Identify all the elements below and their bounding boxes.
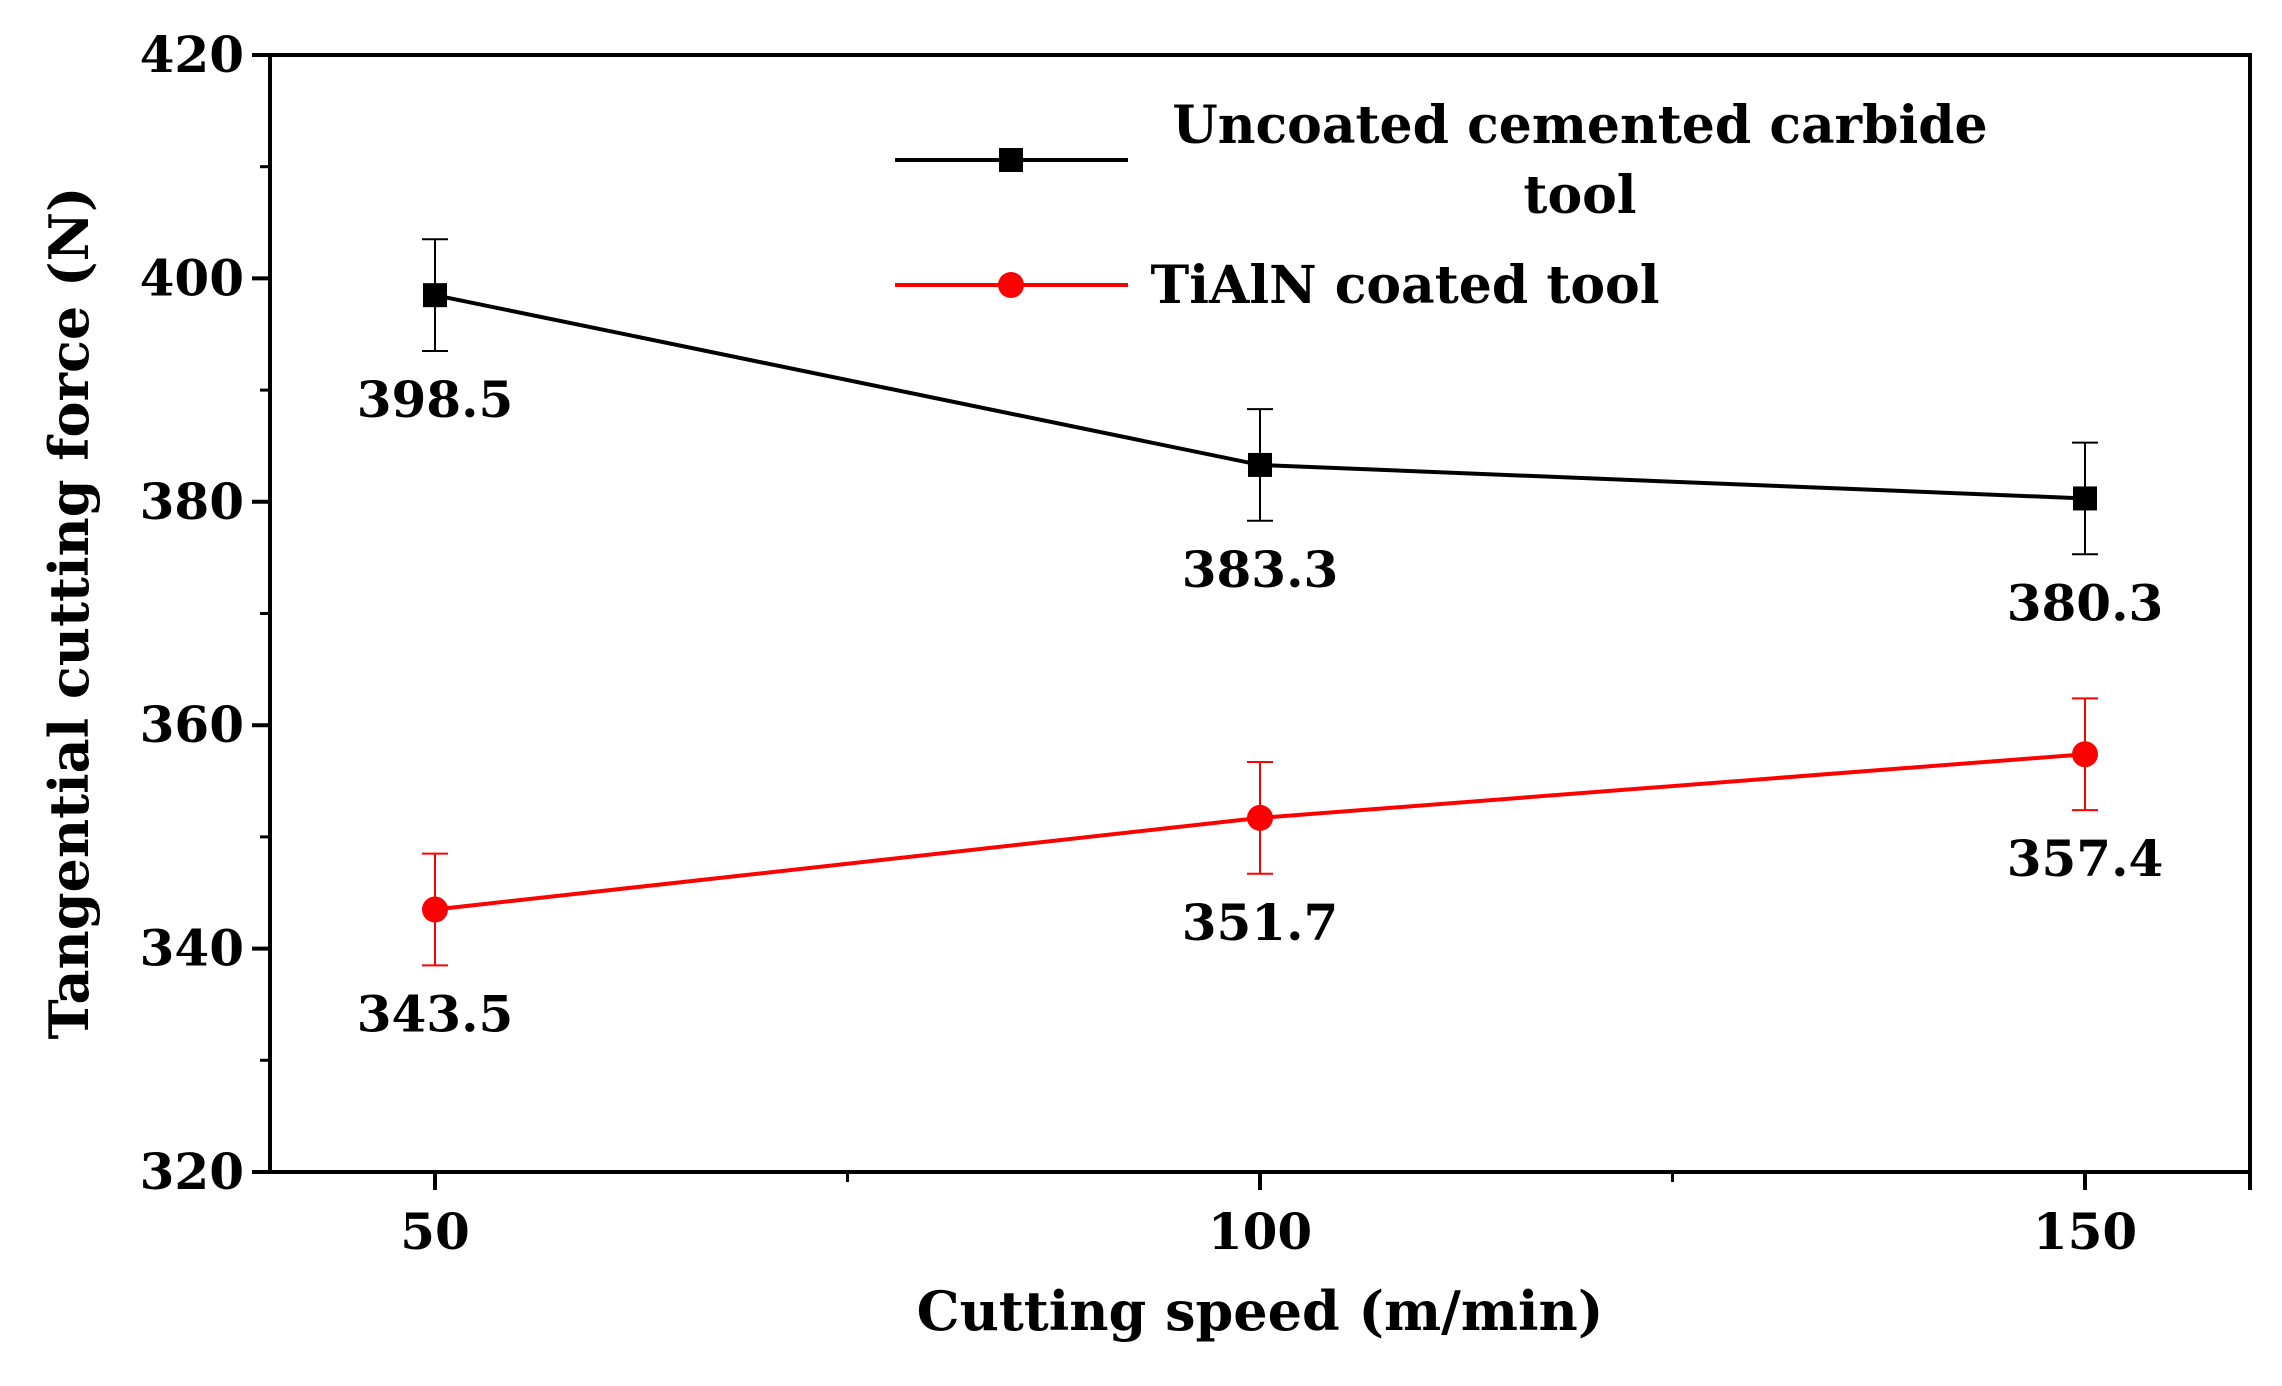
y-tick-label: 400	[140, 248, 244, 307]
series-1: 343.5 351.7 357.4	[357, 697, 2164, 1043]
x-tick-label: 50	[400, 1202, 470, 1261]
data-point-marker	[423, 283, 447, 308]
x-tick-label: 100	[1208, 1202, 1312, 1261]
legend-marker	[999, 148, 1023, 172]
series-0: 398.5 383.3 380.3	[357, 238, 2164, 632]
data-label: 357.4	[2007, 829, 2164, 888]
legend-marker	[998, 272, 1024, 298]
data-label: 398.5	[357, 370, 514, 429]
legend-item-1: TiAlN coated tool	[895, 255, 1659, 316]
y-tick-label: 340	[140, 919, 244, 978]
x-tick-label: 150	[2033, 1202, 2137, 1261]
data-label: 380.3	[2007, 573, 2164, 632]
legend-label: TiAlN coated tool	[1151, 255, 1660, 316]
y-tick-label: 360	[140, 695, 244, 754]
legend-item-0: Uncoated cemented carbide tool	[895, 95, 1988, 226]
plot-frame	[268, 53, 2252, 1174]
data-point-marker	[422, 896, 448, 923]
legend-label: Uncoated cemented carbide	[1172, 95, 1987, 156]
y-tick-label: 320	[140, 1142, 244, 1201]
legend-label: tool	[1523, 165, 1636, 226]
data-point-marker	[2072, 741, 2098, 768]
data-point-marker	[2073, 486, 2097, 511]
data-label: 383.3	[1182, 540, 1339, 599]
data-label: 351.7	[1182, 893, 1339, 952]
axes: 320 340 360 380 400 420 50 100 150	[140, 25, 2252, 1261]
y-tick-label: 420	[140, 25, 244, 84]
y-axis-title: Tangential cutting force (N)	[37, 187, 101, 1040]
x-axis-title: Cutting speed (m/min)	[917, 1279, 1604, 1343]
legend: Uncoated cemented carbide tool TiAlN coate…	[895, 95, 1988, 316]
data-label: 343.5	[357, 984, 514, 1043]
data-point-marker	[1247, 804, 1273, 831]
data-point-marker	[1248, 452, 1272, 477]
y-tick-label: 380	[140, 472, 244, 531]
series-layer: 398.5 383.3 380.3 343.5 351.7 357.4	[357, 238, 2164, 1043]
